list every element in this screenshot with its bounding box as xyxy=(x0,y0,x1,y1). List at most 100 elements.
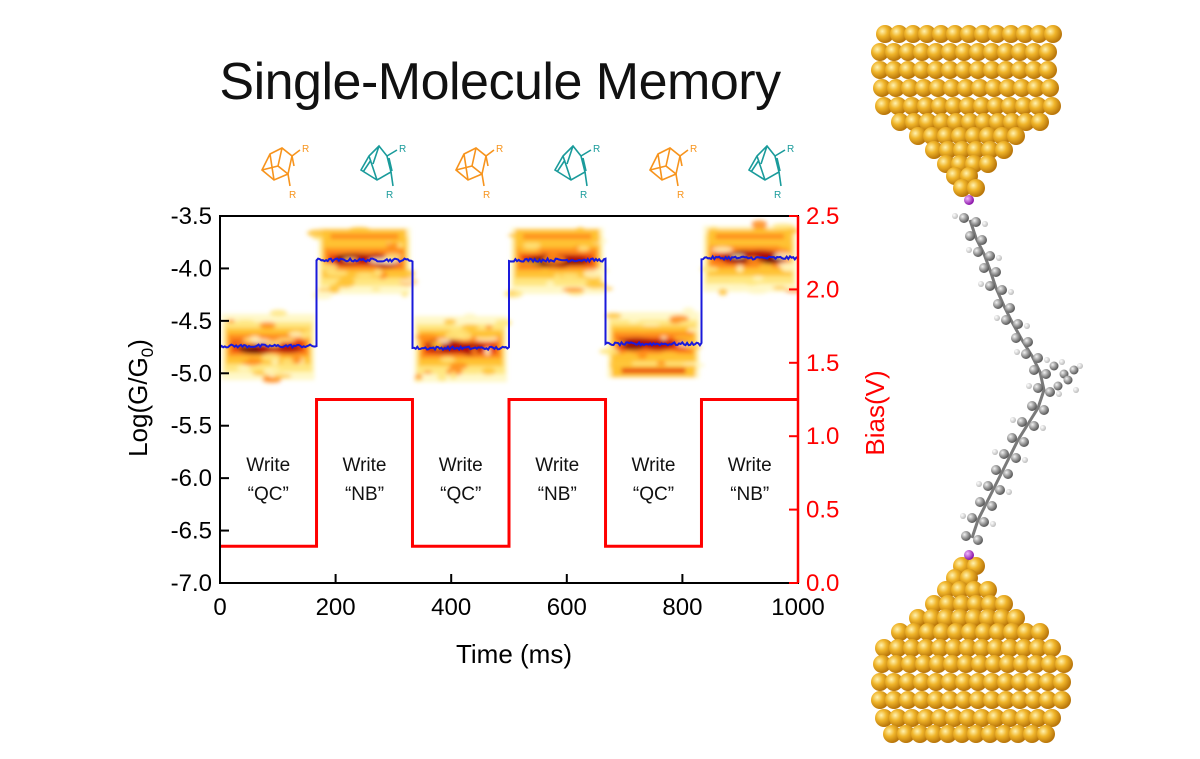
gold-atom xyxy=(925,595,943,613)
carbon-atom xyxy=(985,281,995,291)
gold-atom xyxy=(955,61,973,79)
carbon-atom xyxy=(1021,349,1031,359)
hydrogen-atom xyxy=(966,247,972,253)
hydrogen-atom xyxy=(994,315,1000,321)
heatmap-block xyxy=(413,313,512,383)
gold-atom xyxy=(955,691,973,709)
gold-atom xyxy=(971,79,989,97)
gold-atom xyxy=(993,127,1011,145)
gold-atom xyxy=(971,655,989,673)
gold-atom xyxy=(901,79,919,97)
quadricyclane-structure: RR xyxy=(649,144,697,201)
gold-atom xyxy=(993,609,1011,627)
y-axis-title-subscript: 0 xyxy=(138,348,157,357)
gold-atom xyxy=(995,595,1013,613)
carbon-atom xyxy=(1007,433,1017,443)
gold-atom xyxy=(1017,113,1035,131)
gold-atom xyxy=(913,673,931,691)
gold-atom xyxy=(1016,25,1034,43)
gold-atom xyxy=(959,639,977,657)
bias-trace-layer xyxy=(220,398,798,548)
gold-atom xyxy=(969,61,987,79)
carbon-atom xyxy=(1053,381,1063,391)
gold-atom xyxy=(953,179,971,197)
quadricyclane-structure: RR xyxy=(455,144,503,201)
gold-atom xyxy=(997,43,1015,61)
gold-atom xyxy=(1015,97,1033,115)
gold-atom xyxy=(985,79,1003,97)
carbon-atom xyxy=(967,513,977,523)
gold-atom xyxy=(917,709,935,727)
gold-atom xyxy=(875,709,893,727)
gold-atom xyxy=(1041,79,1059,97)
gold-atom xyxy=(960,25,978,43)
gold-atom xyxy=(903,97,921,115)
r-group-label: R xyxy=(399,144,406,155)
gold-atom xyxy=(969,673,987,691)
y-axis-title: Log(G/G0) xyxy=(123,339,157,457)
gold-atom xyxy=(967,595,985,613)
gold-atom xyxy=(871,61,889,79)
r-group-label: R xyxy=(593,144,600,155)
gold-atom xyxy=(1007,609,1025,627)
gold-atom xyxy=(875,639,893,657)
gold-atom xyxy=(1025,673,1043,691)
gold-atom xyxy=(1031,113,1049,131)
y-tick-label: -4.0 xyxy=(171,255,212,282)
gold-atom xyxy=(905,623,923,641)
gold-atom xyxy=(1039,61,1057,79)
r-group-label: R xyxy=(483,190,490,201)
gold-atom xyxy=(875,97,893,115)
r-bond xyxy=(386,149,398,157)
gold-atom xyxy=(983,673,1001,691)
gold-atom xyxy=(967,141,985,159)
gold-atom xyxy=(995,141,1013,159)
carbon-atom xyxy=(1045,387,1055,397)
x-tick-label: 400 xyxy=(431,594,471,621)
gold-atom xyxy=(937,127,955,145)
gold-atom xyxy=(975,113,993,131)
gold-atom xyxy=(911,725,929,743)
carbon-atom xyxy=(1041,369,1051,379)
gold-atom xyxy=(927,61,945,79)
carbon-atom xyxy=(1001,315,1011,325)
gold-atom xyxy=(987,97,1005,115)
gold-atom xyxy=(915,655,933,673)
carbon-atom xyxy=(987,501,997,511)
carbon-atom xyxy=(1011,333,1021,343)
y2-tick-label: 0.5 xyxy=(806,497,839,524)
gold-atom xyxy=(965,127,983,145)
y-tick-label: -5.5 xyxy=(171,413,212,440)
gold-atom xyxy=(965,581,983,599)
gold-atom xyxy=(887,79,905,97)
x-tick-label: 800 xyxy=(662,594,702,621)
r-group-label: R xyxy=(690,144,697,155)
r-bond xyxy=(774,149,786,157)
gold-atom xyxy=(1039,673,1057,691)
gold-atom xyxy=(927,673,945,691)
gold-atom xyxy=(1031,623,1049,641)
gold-atom xyxy=(913,61,931,79)
gold-atom xyxy=(913,691,931,709)
write-label: Write xyxy=(632,455,676,476)
y-tick-label: -6.5 xyxy=(171,518,212,545)
molecule-backbone xyxy=(968,219,1046,539)
gold-atom xyxy=(1025,43,1043,61)
gold-atom xyxy=(925,725,943,743)
gold-atom xyxy=(927,691,945,709)
carbon-atom xyxy=(1005,303,1015,313)
nb-bonds xyxy=(747,144,781,181)
r-bond xyxy=(481,173,485,187)
gold-atom xyxy=(901,655,919,673)
hydrogen-atom xyxy=(1006,489,1012,495)
state-label: “QC” xyxy=(440,484,481,505)
gold-atom xyxy=(1013,655,1031,673)
y-tick-label: -5.0 xyxy=(171,360,212,387)
gold-atom xyxy=(903,709,921,727)
r-group-label: R xyxy=(289,190,296,201)
gold-atom xyxy=(1044,25,1062,43)
gold-atom xyxy=(973,97,991,115)
gold-atom xyxy=(931,709,949,727)
hydrogen-atom xyxy=(1014,349,1020,355)
y-axis-title-end: ) xyxy=(123,339,153,348)
